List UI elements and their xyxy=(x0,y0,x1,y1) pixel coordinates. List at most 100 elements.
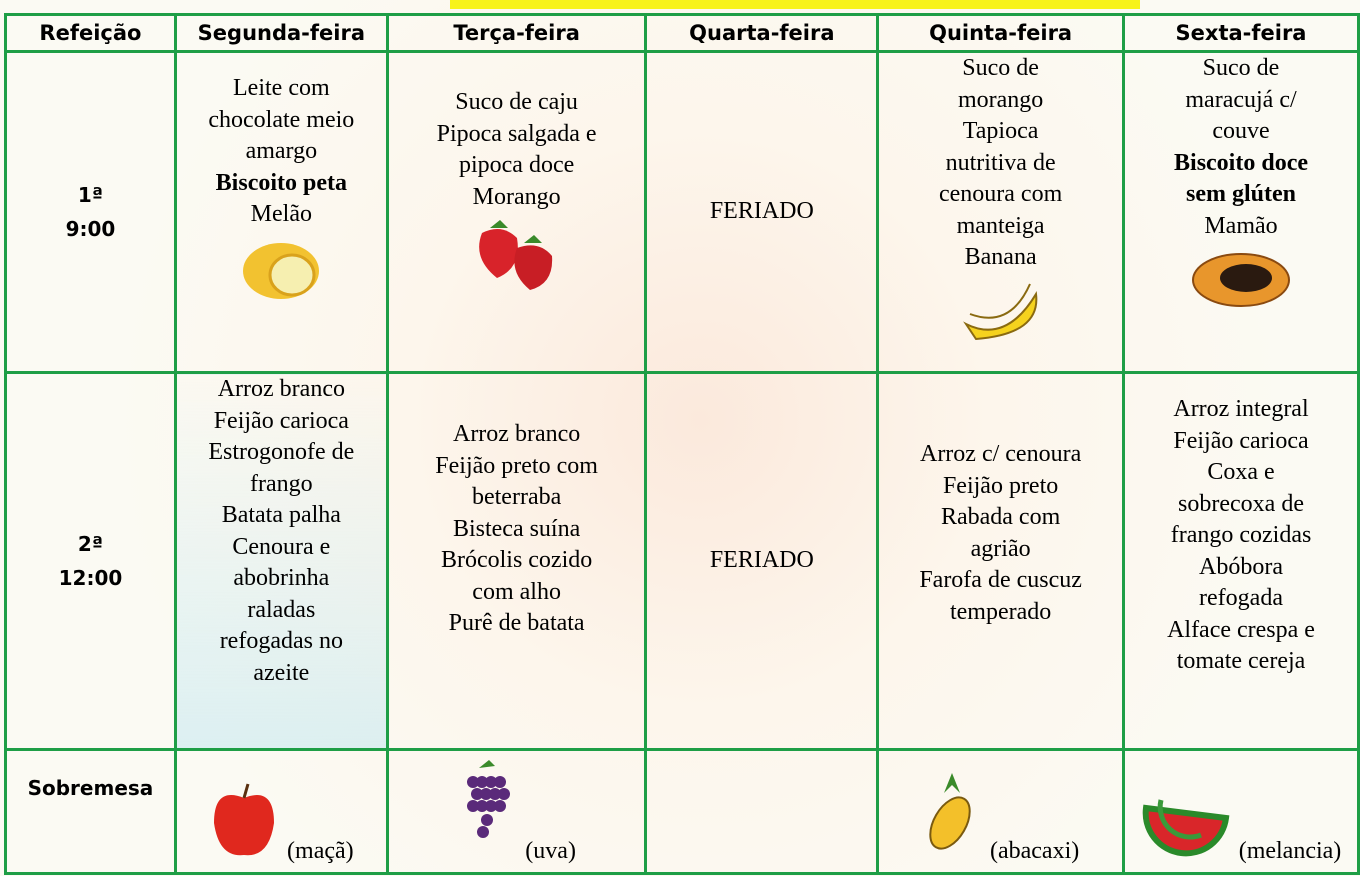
cell-line: Morango xyxy=(472,183,561,210)
label-line: Sobremesa xyxy=(27,776,154,800)
menu-cell: Arroz c/ cenoura Feijão preto Rabada com ag… xyxy=(876,371,1126,751)
fruit-icon xyxy=(879,274,1122,354)
cell-line: amargo xyxy=(245,138,318,164)
dessert-text: (abacaxi) xyxy=(989,838,1080,864)
cell-line: Feijão carioca xyxy=(213,407,349,434)
cell-line: Bisteca suína xyxy=(452,515,581,542)
cell-line: Cenoura e xyxy=(232,533,331,560)
cell-line: Biscoito peta xyxy=(215,169,347,196)
cell-line: Melão xyxy=(250,201,312,227)
cell-line: Arroz branco xyxy=(452,421,581,447)
cell-line: morango xyxy=(957,86,1044,113)
dessert: (abacaxi) xyxy=(879,752,1122,872)
menu-cell: FERIADO xyxy=(644,50,880,374)
menu-cell xyxy=(644,748,880,875)
cell-line: beterraba xyxy=(471,484,562,510)
cell-line: Rabada com xyxy=(940,504,1061,530)
dessert-text: (maçã) xyxy=(287,838,354,864)
label-line: 12:00 xyxy=(58,566,123,590)
row-label: Sobremesa xyxy=(4,748,177,875)
cell-line: tomate cereja xyxy=(1176,648,1306,674)
column-header: Quinta-feira xyxy=(876,13,1126,53)
dessert-text: (uva) xyxy=(525,838,576,864)
cell-line: FERIADO xyxy=(709,547,814,574)
fruit-icon xyxy=(177,231,386,313)
menu-table: Refeição Segunda-feira Terça-feira Quarta-f… xyxy=(4,13,1360,875)
menu-cell: (abacaxi) xyxy=(876,748,1126,875)
dessert-text: (melancia) xyxy=(1238,838,1342,864)
cell-line: sobrecoxa de xyxy=(1178,490,1304,517)
cell-line: refogada xyxy=(1199,585,1283,611)
cell-line: Suco de caju xyxy=(455,89,578,115)
dessert: (melancia) xyxy=(1125,752,1357,872)
cell-line: FERIADO xyxy=(709,198,814,225)
table-row: Sobremesa (maçã) (uva) (abacaxi) (melancia) xyxy=(4,748,1360,875)
row-label: 2ª 12:00 xyxy=(4,371,177,751)
cell-line: sem glúten xyxy=(1186,181,1296,207)
cell-line: Suco de xyxy=(1202,55,1280,81)
cell-line: Coxa e xyxy=(1207,459,1275,485)
cell-line: Mamão xyxy=(1204,212,1278,239)
cell-line: Pipoca salgada e xyxy=(436,120,597,147)
menu-cell: Arroz integral Feijão carioca Coxa e sobrec… xyxy=(1122,371,1360,751)
cell-line: Arroz c/ cenoura xyxy=(919,441,1082,467)
label-line: 9:00 xyxy=(65,217,116,241)
menu-cell: Suco de caju Pipoca salgada e pipoca doce M… xyxy=(385,50,648,374)
menu-cell: (maçã) xyxy=(173,748,389,875)
fruit-icon xyxy=(1141,788,1231,868)
column-header: Refeição xyxy=(4,13,177,53)
cell-line: chocolate meio xyxy=(208,106,355,133)
fruit-icon xyxy=(922,768,982,868)
cell-line: Abóbora xyxy=(1199,553,1283,580)
label-line: 1ª xyxy=(77,183,104,207)
cell-line: nutritiva de xyxy=(945,149,1056,176)
cell-line: temperado xyxy=(949,598,1052,625)
cell-line: Leite com xyxy=(233,75,330,101)
cell-line: Tapioca xyxy=(962,118,1039,144)
column-header: Segunda-feira xyxy=(173,13,389,53)
cell-line: com alho xyxy=(472,578,561,605)
cell-line: manteiga xyxy=(956,212,1045,239)
fruit-icon xyxy=(389,213,645,303)
cell-line: maracujá c/ xyxy=(1185,86,1297,113)
dessert: (uva) xyxy=(389,752,645,872)
column-header: Sexta-feira xyxy=(1122,13,1360,53)
menu-cell: Suco de maracujá c/couve Biscoito doce sem … xyxy=(1122,50,1360,374)
cell-line: pipoca doce xyxy=(458,152,575,178)
cell-line: Feijão preto com xyxy=(435,452,598,479)
dessert xyxy=(647,752,876,872)
fruit-icon xyxy=(1125,242,1357,322)
label-line: 2ª xyxy=(77,532,104,556)
fruit-icon xyxy=(209,778,279,868)
cell-line: Batata palha xyxy=(221,502,341,528)
fruit-icon xyxy=(457,758,517,868)
cell-line: Feijão carioca xyxy=(1173,427,1309,454)
cell-line: couve xyxy=(1212,118,1270,144)
cell-line: agrião xyxy=(970,535,1031,562)
menu-cell: Leite com chocolate meio amargo Biscoito pe… xyxy=(173,50,389,374)
table-row: 1ª 9:00 Leite com chocolate meio amargo Bisco… xyxy=(4,50,1360,374)
cell-line: Brócolis cozido xyxy=(440,547,593,573)
title-strip xyxy=(450,0,1140,9)
cell-line: azeite xyxy=(253,659,310,686)
cell-line: Suco de xyxy=(962,55,1039,81)
table-row: 2ª 12:00 Arroz branco Feijão carioca Estrogo… xyxy=(4,371,1360,751)
cell-line: abobrinha xyxy=(233,565,330,591)
cell-line: Feijão preto xyxy=(942,472,1059,499)
cell-line: Estrogonofe de xyxy=(208,439,355,465)
column-header: Terça-feira xyxy=(385,13,648,53)
menu-cell: Arroz branco Feijão carioca Estrogonofe de… xyxy=(173,371,389,751)
cell-line: Banana xyxy=(964,244,1037,270)
cell-line: Purê de batata xyxy=(448,610,585,636)
menu-cell: (melancia) xyxy=(1122,748,1360,875)
cell-line: Farofa de cuscuz xyxy=(919,567,1082,593)
cell-line: frango cozidas xyxy=(1170,522,1312,548)
cell-line: refogadas no xyxy=(219,628,343,654)
cell-line: Arroz integral xyxy=(1173,396,1309,422)
column-header: Quarta-feira xyxy=(644,13,880,53)
cell-line: Alface crespa e xyxy=(1167,616,1315,643)
dessert: (maçã) xyxy=(177,752,386,872)
cell-line: Arroz branco xyxy=(217,376,345,402)
cell-line: frango xyxy=(250,470,313,497)
